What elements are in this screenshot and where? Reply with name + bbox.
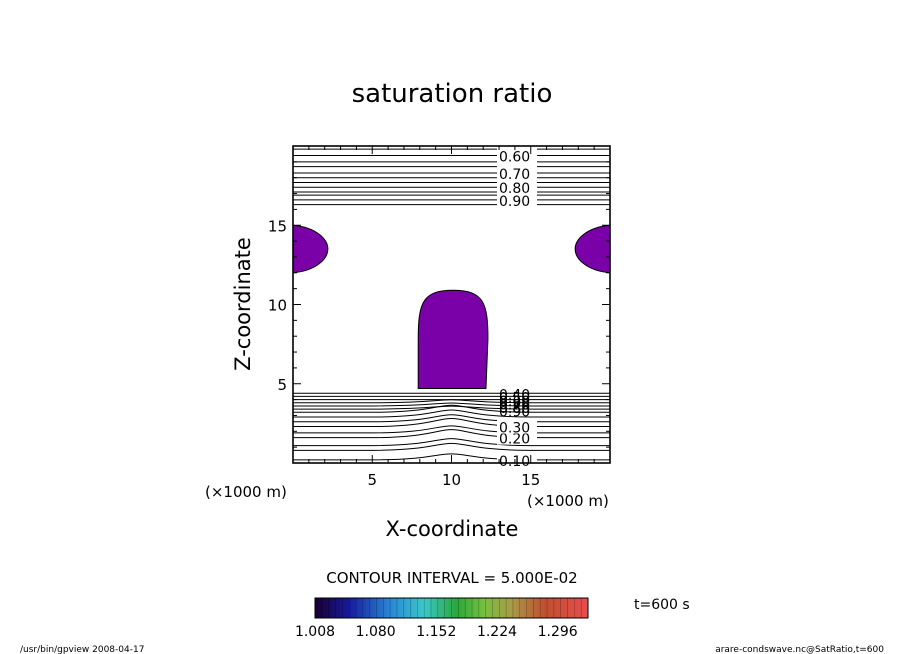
contour-label-upper-3-bg — [497, 192, 537, 207]
contour-label-lower-2-bg — [497, 419, 537, 434]
colorbar-label-4: 1.296 — [538, 624, 578, 640]
x-tick-label-2: 15 — [521, 471, 540, 489]
contour-label-stacked-2: 0.60 — [499, 394, 530, 410]
contour-label-stacked-5: 0.90 — [499, 405, 530, 421]
contour-label-stacked-1: 0.50 — [499, 391, 530, 407]
time-label: t=600 s — [634, 597, 690, 613]
shaded-region-right-edge-lobe — [574, 224, 611, 274]
colorbar-labels: 1.008 1.080 1.152 1.224 1.296 — [295, 624, 578, 640]
contour-label-stacked-0: 0.40 — [499, 387, 530, 403]
y-tick-label-1: 10 — [268, 297, 287, 315]
contour-lower-extra-4 — [293, 409, 610, 418]
contour-label-stacked-3: 0.70 — [499, 398, 530, 414]
contour-lower-2 — [293, 418, 610, 428]
x-axis-label: X-coordinate — [386, 517, 519, 541]
contour-label-upper-3: 0.90 — [499, 194, 530, 210]
colorbar-label-1: 1.080 — [356, 624, 396, 640]
contour-label-upper-0-bg — [497, 148, 537, 163]
chart-title: saturation ratio — [352, 79, 553, 109]
contour-labels: 0.600.700.800.900.100.200.300.400.500.60… — [497, 148, 537, 470]
contour-label-stacked-4: 0.80 — [499, 401, 530, 417]
footer-left: /usr/bin/gpview 2008-04-17 — [20, 645, 144, 654]
colorbar-label-0: 1.008 — [295, 624, 335, 640]
contour-lower-1 — [293, 429, 610, 439]
contour-lower-extra-6 — [293, 405, 610, 410]
footer-right: arare-condswave.nc@SatRatio,t=600 — [715, 645, 884, 654]
colorbar-stripes — [321, 598, 582, 618]
y-axis-label: Z-coordinate — [231, 237, 255, 371]
contour-label-upper-1: 0.70 — [499, 167, 530, 183]
x-tick-label-0: 5 — [367, 471, 377, 489]
colorbar — [314, 597, 589, 619]
contour-label-upper-0: 0.60 — [499, 150, 530, 166]
contour-lower-extra-1 — [293, 438, 610, 447]
contour-label-upper-2-bg — [497, 180, 537, 195]
y-unit-label: (×1000 m) — [527, 492, 609, 510]
contour-lower-extra-7 — [293, 402, 610, 407]
shaded-regions — [292, 224, 611, 390]
y-tick-label-0: 5 — [277, 376, 287, 394]
shaded-region-left-edge-lobe — [292, 224, 329, 274]
contour-label-lower-2: 0.30 — [499, 421, 530, 437]
contour-label-upper-1-bg — [497, 165, 537, 180]
contour-lower-extra-5 — [293, 404, 610, 413]
contour-interval: CONTOUR INTERVAL = 5.000E-02 — [326, 569, 577, 587]
colorbar-label-2: 1.152 — [416, 624, 456, 640]
x-tick-label-1: 10 — [442, 471, 461, 489]
y-tick-label-2: 15 — [268, 217, 287, 235]
shaded-region-central-plume — [417, 289, 489, 390]
contour-label-lower-1: 0.20 — [499, 432, 530, 448]
axis-ticks: 5 10 15 5 10 15 — [268, 146, 610, 489]
contour-label-lower-1-bg — [497, 430, 537, 445]
x-unit-label: (×1000 m) — [205, 483, 287, 501]
contour-lower-extra-0 — [293, 442, 610, 451]
contour-lower-extra-8 — [293, 399, 610, 404]
colorbar-label-3: 1.224 — [477, 624, 517, 640]
